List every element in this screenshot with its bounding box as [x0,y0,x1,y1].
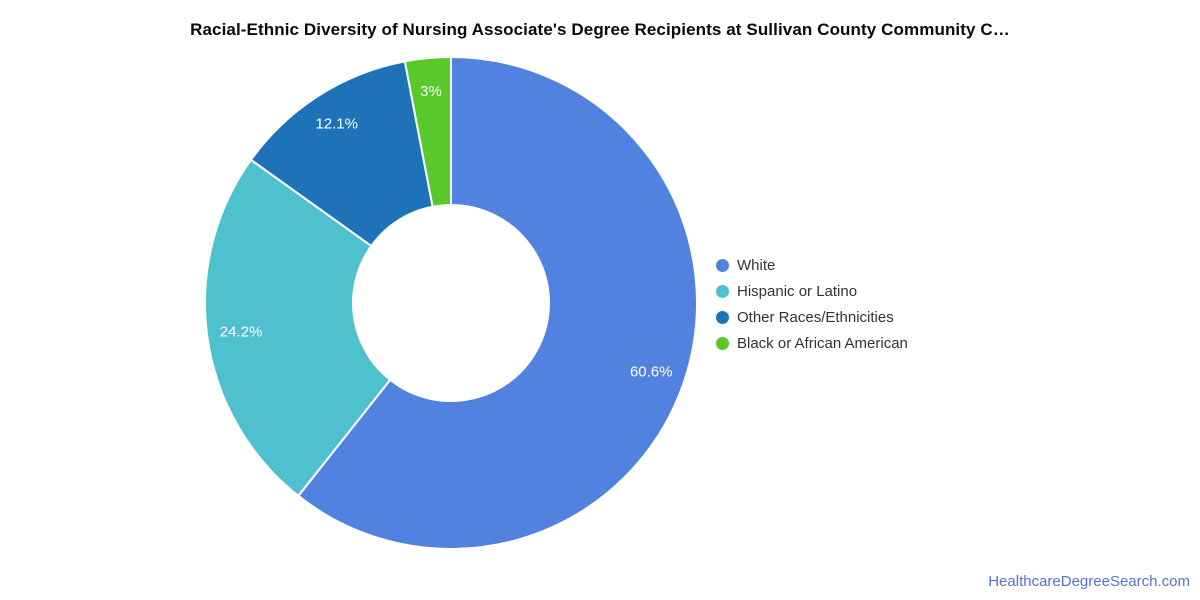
legend-item[interactable]: Black or African American [716,330,908,356]
chart-title: Racial-Ethnic Diversity of Nursing Assoc… [190,20,1010,39]
slice-percent-label: 24.2% [220,324,263,341]
legend-marker-icon [716,258,729,272]
pie-slice[interactable] [204,158,392,497]
legend-item[interactable]: Hispanic or Latino [716,278,908,304]
legend-marker-icon [716,284,729,298]
legend-item[interactable]: White [716,252,908,278]
legend-item-label: White [737,256,776,274]
legend-item[interactable]: Other Races/Ethnicities [716,304,908,330]
legend-item-label: Black or African American [737,334,908,352]
pie-slice[interactable] [249,60,434,247]
slice-percent-label: 3% [420,83,442,100]
legend-item-label: Other Races/Ethnicities [737,308,894,326]
pie-slice[interactable] [403,56,452,208]
legend-item-label: Hispanic or Latino [737,282,858,300]
slice-percent-label: 12.1% [315,115,358,132]
legend-marker-icon [716,310,729,324]
legend: White Hispanic or Latino Other Races/Eth… [716,252,908,356]
legend-marker-icon [716,336,729,350]
slice-percent-label: 60.6% [630,364,673,381]
pie-slice[interactable] [297,56,698,550]
footer-link[interactable]: HealthcareDegreeSearch.com [988,573,1190,590]
